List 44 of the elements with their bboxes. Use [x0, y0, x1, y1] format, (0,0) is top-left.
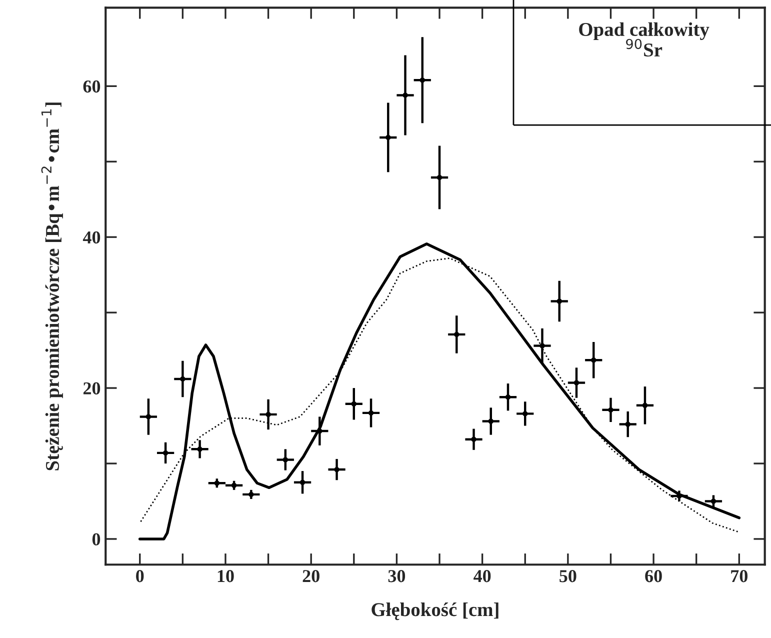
x-tick-label: 0	[136, 570, 144, 582]
point	[146, 414, 152, 420]
point	[300, 480, 306, 485]
point	[522, 411, 528, 416]
point	[710, 498, 716, 504]
point	[540, 343, 545, 348]
point	[574, 380, 580, 386]
point	[180, 376, 186, 382]
x-tick-label: 70	[731, 570, 748, 582]
x-tick-label: 10	[218, 570, 234, 582]
y-tick-label: 20	[83, 382, 100, 394]
point	[317, 428, 322, 434]
point	[608, 407, 614, 413]
annotation: $^{90}$Sr	[626, 38, 662, 57]
y-tick-label: 60	[83, 80, 100, 93]
point	[556, 298, 562, 304]
x-tick-label: 50	[560, 570, 576, 582]
y-tick-label: 0	[92, 533, 100, 546]
point	[351, 401, 356, 406]
point	[488, 418, 494, 424]
x-tick-label: 20	[302, 570, 320, 582]
annotation: Opad całkowity	[579, 22, 710, 40]
y-axis-title: Stężenie promieniotwórcze [Bq•m$^{−2}$•cm$^{−1}$]	[41, 102, 63, 470]
point	[386, 134, 391, 140]
x-tick-label: 30	[388, 570, 406, 582]
x-axis-title: Głębokość [cm]	[372, 602, 498, 620]
point	[162, 450, 168, 456]
x-tick-label: 60	[645, 570, 662, 582]
point	[266, 412, 271, 418]
y-tick-label: 40	[82, 231, 100, 244]
point	[642, 402, 648, 408]
point	[471, 436, 476, 442]
point	[334, 466, 340, 472]
point	[368, 410, 374, 416]
point	[591, 358, 596, 363]
point	[197, 446, 202, 452]
point	[505, 394, 511, 400]
point	[420, 78, 425, 83]
point	[402, 92, 408, 98]
point	[454, 332, 460, 338]
point	[282, 457, 288, 462]
x-tick-label: 40	[474, 570, 491, 582]
point	[625, 422, 630, 427]
point	[436, 174, 442, 180]
